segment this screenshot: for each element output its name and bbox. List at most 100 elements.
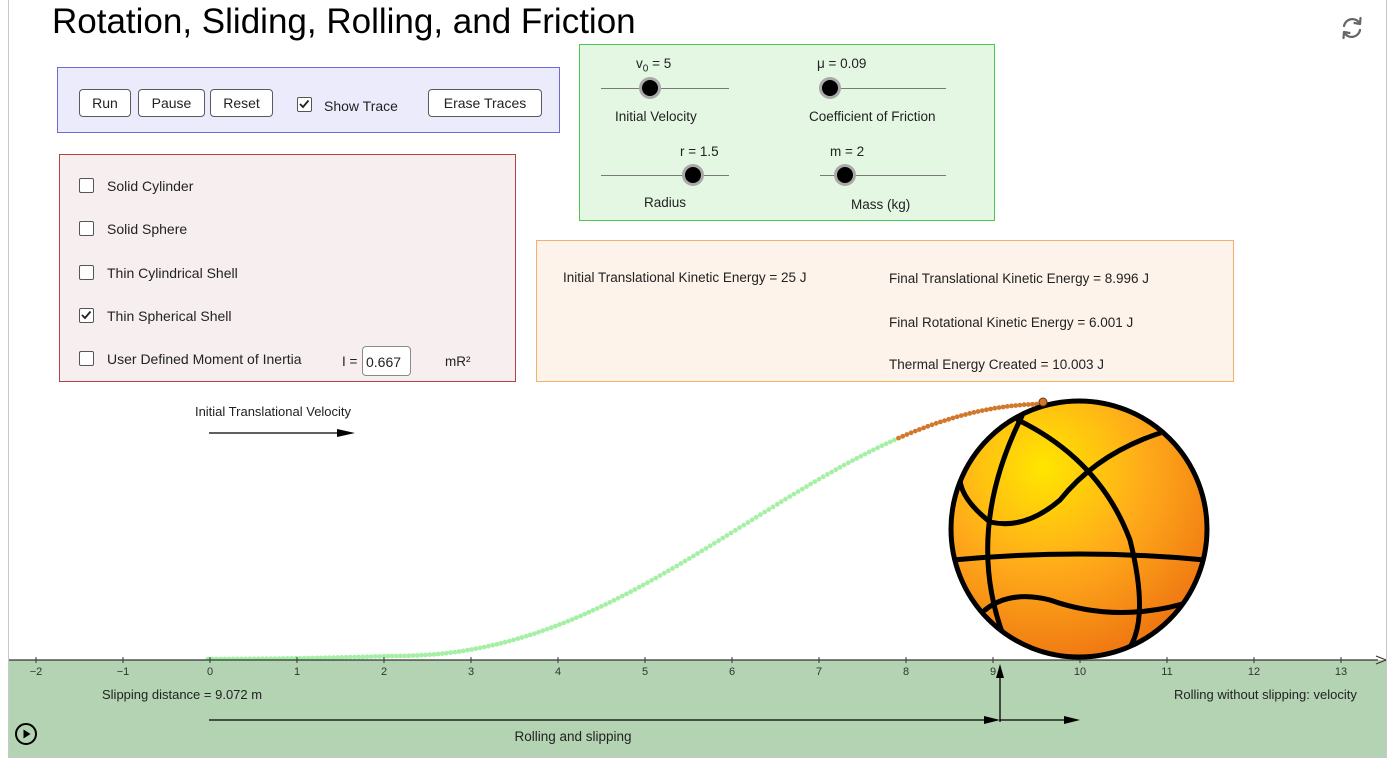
trace-dot [691,553,696,559]
trace-dot [331,655,336,660]
mass-slider-knob[interactable] [837,167,853,183]
trace-dot [904,432,910,437]
solid-cylinder-checkbox[interactable] [79,178,94,193]
trace-dot [301,655,307,661]
v0-value-label: v0 = 5 [636,56,672,75]
show-trace-checkbox[interactable] [297,97,312,112]
trace-dot [640,582,646,588]
trace-dot [603,602,608,607]
trace-dot [427,652,433,658]
trace-dot [632,587,638,592]
parameter-sliders-panel [579,44,995,221]
radius-slider-knob[interactable] [685,167,701,183]
final-translational-energy: Final Translational Kinetic Energy = 8.9… [889,271,1150,286]
trace-dot [553,623,558,629]
mu-slider-knob[interactable] [822,80,838,96]
trace-dot [398,653,403,659]
trace-dot [431,652,437,657]
trace-dot [812,479,818,485]
trace-dot [816,476,822,482]
rolling-velocity-arrowhead [1064,716,1080,724]
trace-dot [389,653,395,659]
trace-dot [758,512,763,518]
trace-dot [498,640,504,646]
trace-dot [557,622,562,627]
trace-dot [444,650,449,656]
trace-dot [548,625,554,631]
trace-dot [699,548,705,554]
trace-dot [381,653,387,659]
trace-dot [975,409,981,414]
trace-dot [540,628,546,634]
trace-dot [950,415,956,421]
erase-traces-button[interactable]: Erase Traces [428,89,542,117]
trace-dot [619,593,625,599]
trace-dot [749,517,755,523]
trace-dot [657,573,663,578]
trace-dot [837,465,843,470]
trace-dot [720,535,726,541]
trace-dot [732,527,738,533]
trace-dot [565,618,571,624]
trace-dot [728,530,734,536]
trace-dot [306,655,311,661]
trace-dot [682,558,688,564]
inertia-input[interactable]: 0.667 [362,346,411,376]
trace-dot [343,654,349,660]
trace-dot [511,637,516,643]
trace-dot [611,597,617,603]
trace-dot [502,639,508,645]
trace-dot [787,494,793,499]
trace-dot [695,551,700,556]
trace-dot [339,655,345,660]
play-circle-icon[interactable] [14,722,38,746]
shape-selection-panel [59,154,516,382]
refresh-icon[interactable] [1338,14,1366,42]
user-defined-inertia-checkbox[interactable] [79,351,94,366]
trace-dot [703,546,709,551]
trace-dot [887,439,893,445]
trace-dot [946,416,952,422]
radius-caption: Radius [644,195,687,210]
initial-velocity-arrowhead [337,429,355,437]
trace-dot [963,412,968,417]
x-axis-tick-label: 5 [642,666,648,678]
trace-dot [360,654,366,660]
trace-dot [1004,404,1010,409]
solid-sphere-checkbox[interactable] [79,221,94,236]
trace-dot [979,408,985,413]
trace-dot [770,504,776,510]
trace-dot [573,615,579,621]
trace-dot [766,507,772,512]
x-axis-tick-label: 12 [1248,666,1260,678]
thermal-energy: Thermal Energy Created = 10.003 J [889,357,1104,372]
thin-cylindrical-shell-checkbox[interactable] [79,265,94,280]
trace-dot [908,430,914,436]
trace-dot [599,604,604,609]
trace-dot [452,649,458,655]
trace-dot [666,568,671,574]
x-axis-tick-label: 10 [1074,666,1086,678]
x-axis-tick-label: 11 [1161,666,1172,678]
x-axis-tick-label: 9 [990,666,996,678]
trace-dot [1030,401,1035,407]
trace-dot [419,652,424,658]
trace-dot [393,653,399,659]
rolling-and-slipping-label: Rolling and slipping [514,729,631,744]
thin-spherical-shell-checkbox[interactable] [79,308,94,323]
trace-dot [356,654,362,660]
final-rotational-energy: Final Rotational Kinetic Energy = 6.001 … [889,315,1134,330]
trace-dot [318,655,324,661]
x-axis-tick-label: 3 [468,666,474,678]
page-title: Rotation, Sliding, Rolling, and Friction [52,2,636,41]
pause-button[interactable]: Pause [138,89,205,117]
reset-button[interactable]: Reset [210,89,273,117]
trace-dot [917,427,922,432]
trace-dot [833,467,839,473]
trace-dot [486,643,491,649]
v0-slider-knob[interactable] [642,80,658,96]
trace-dot [712,540,717,546]
run-button[interactable]: Run [79,89,131,117]
trace-dot [440,651,445,656]
